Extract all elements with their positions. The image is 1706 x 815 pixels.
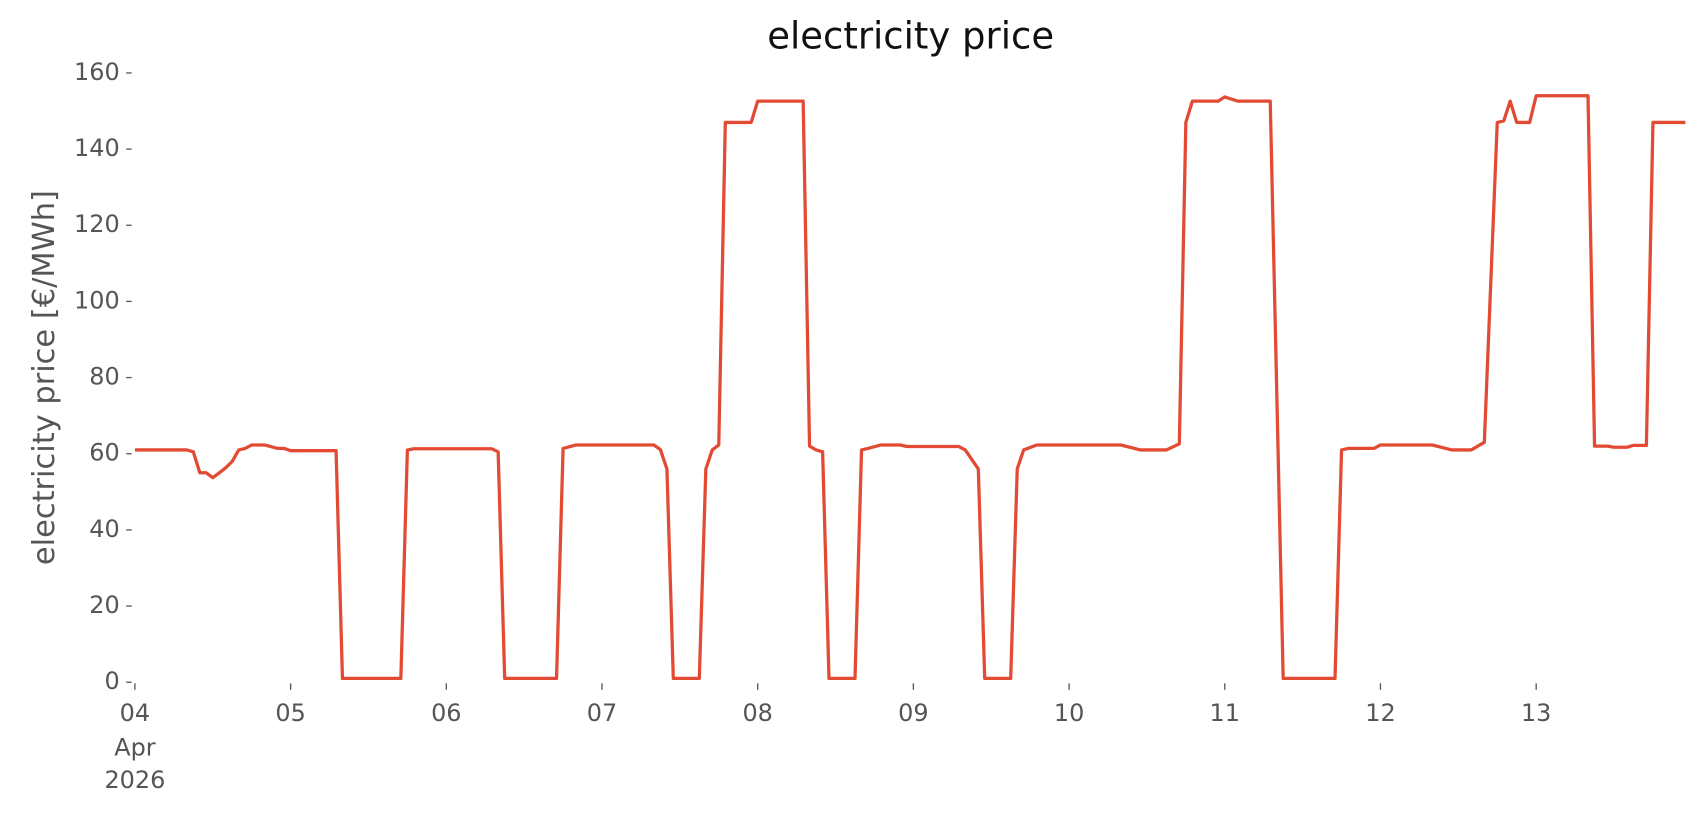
x-tick-label: 06 (431, 699, 461, 727)
x-tick-label: 09 (898, 699, 928, 727)
x-tick-label: 08 (742, 699, 772, 727)
x-tick-label: 10 (1054, 699, 1084, 727)
data-line (134, 94, 1686, 681)
y-tick-label: 20 (89, 591, 119, 619)
y-tick-label: 0 (104, 667, 119, 695)
y-tick-label: 120 (74, 210, 120, 238)
y-tick-label: 60 (89, 439, 119, 467)
y-tick-label: 40 (89, 515, 119, 543)
x-year-label: 2026 (104, 766, 165, 794)
x-tick-label: 13 (1521, 699, 1551, 727)
x-tick-label: 12 (1365, 699, 1395, 727)
x-tick-label: 05 (275, 699, 305, 727)
x-month-label: Apr (114, 734, 156, 762)
y-tick-label: 160 (74, 58, 120, 86)
y-tick-label: 140 (74, 134, 120, 162)
x-tick-label: 07 (587, 699, 617, 727)
x-tick-label: 04 (120, 699, 150, 727)
y-tick-label: 80 (89, 363, 119, 391)
x-tick-label: 11 (1210, 699, 1240, 727)
y-tick-label: 100 (74, 286, 120, 314)
y-axis-label: electricity price [€/MWh] (27, 190, 62, 565)
chart-title: electricity price (767, 15, 1054, 58)
